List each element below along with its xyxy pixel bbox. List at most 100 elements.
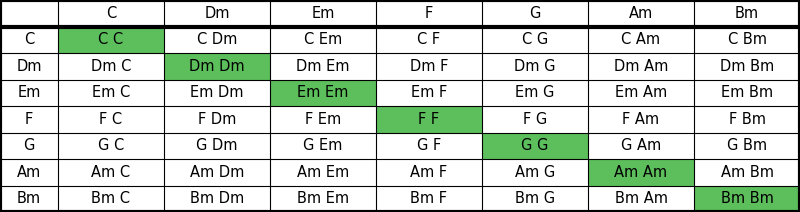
Text: C: C [106, 6, 116, 21]
Bar [164, 132, 270, 159]
Bar [694, 80, 800, 106]
Bar [482, 132, 588, 159]
Bar [694, 106, 800, 132]
Text: Am Em: Am Em [297, 165, 349, 180]
Text: Bm F: Bm F [410, 191, 447, 206]
Text: F G: F G [523, 112, 547, 127]
Bar [164, 0, 270, 26]
Bar [694, 159, 800, 186]
Text: Dm C: Dm C [91, 59, 131, 74]
Text: G: G [23, 138, 34, 153]
Text: Dm: Dm [204, 6, 230, 21]
Text: Am G: Am G [515, 165, 555, 180]
Text: F Bm: F Bm [729, 112, 766, 127]
Bar [58, 53, 164, 80]
Text: G F: G F [417, 138, 441, 153]
Bar [0, 0, 58, 26]
Text: C C: C C [98, 32, 123, 47]
Text: Em: Em [311, 6, 334, 21]
Bar [694, 0, 800, 26]
Bar [164, 26, 270, 53]
Bar [376, 26, 482, 53]
Bar [482, 26, 588, 53]
Text: Em Am: Em Am [615, 85, 667, 100]
Bar [482, 186, 588, 212]
Bar [694, 186, 800, 212]
Text: Dm Dm: Dm Dm [189, 59, 245, 74]
Bar [58, 186, 164, 212]
Text: C Dm: C Dm [197, 32, 237, 47]
Text: Dm F: Dm F [410, 59, 448, 74]
Text: Em Bm: Em Bm [721, 85, 773, 100]
Bar [376, 106, 482, 132]
Text: Am Am: Am Am [614, 165, 667, 180]
Bar [376, 186, 482, 212]
Bar [588, 80, 694, 106]
Bar [270, 0, 376, 26]
Bar [482, 80, 588, 106]
Text: Am Dm: Am Dm [190, 165, 244, 180]
Text: C Bm: C Bm [727, 32, 766, 47]
Bar [270, 26, 376, 53]
Text: F Am: F Am [622, 112, 659, 127]
Bar [270, 80, 376, 106]
Bar [588, 53, 694, 80]
Bar [58, 26, 164, 53]
Bar [694, 53, 800, 80]
Text: G: G [530, 6, 541, 21]
Bar [588, 106, 694, 132]
Bar [0, 106, 58, 132]
Text: C Em: C Em [304, 32, 342, 47]
Text: Bm C: Bm C [91, 191, 130, 206]
Text: F: F [425, 6, 433, 21]
Text: G Em: G Em [303, 138, 342, 153]
Bar [270, 159, 376, 186]
Bar [0, 186, 58, 212]
Text: Bm Em: Bm Em [297, 191, 349, 206]
Bar [0, 159, 58, 186]
Bar [376, 132, 482, 159]
Text: C Am: C Am [622, 32, 661, 47]
Bar [694, 132, 800, 159]
Bar [164, 186, 270, 212]
Text: F: F [25, 112, 33, 127]
Text: Em Em: Em Em [298, 85, 349, 100]
Text: Bm Bm: Bm Bm [721, 191, 774, 206]
Bar [482, 0, 588, 26]
Text: G Am: G Am [621, 138, 661, 153]
Bar [482, 53, 588, 80]
Text: Dm Bm: Dm Bm [720, 59, 774, 74]
Bar [58, 80, 164, 106]
Bar [588, 186, 694, 212]
Text: Bm Dm: Bm Dm [190, 191, 244, 206]
Text: Bm Am: Bm Am [614, 191, 667, 206]
Bar [58, 0, 164, 26]
Bar [588, 26, 694, 53]
Bar [270, 106, 376, 132]
Bar [164, 159, 270, 186]
Bar [482, 159, 588, 186]
Text: Am F: Am F [410, 165, 447, 180]
Bar [164, 80, 270, 106]
Bar [376, 80, 482, 106]
Bar [376, 159, 482, 186]
Bar [58, 132, 164, 159]
Bar [376, 0, 482, 26]
Text: Am C: Am C [91, 165, 130, 180]
Text: Em C: Em C [92, 85, 130, 100]
Text: Dm G: Dm G [514, 59, 556, 74]
Bar [588, 132, 694, 159]
Text: Em Dm: Em Dm [190, 85, 244, 100]
Bar [58, 159, 164, 186]
Text: G C: G C [98, 138, 124, 153]
Text: Bm: Bm [17, 191, 41, 206]
Text: F F: F F [418, 112, 439, 127]
Bar [0, 132, 58, 159]
Text: C F: C F [418, 32, 441, 47]
Text: G G: G G [522, 138, 549, 153]
Text: Bm: Bm [735, 6, 759, 21]
Text: C: C [24, 32, 34, 47]
Text: F Dm: F Dm [198, 112, 236, 127]
Text: Em G: Em G [515, 85, 554, 100]
Bar [0, 53, 58, 80]
